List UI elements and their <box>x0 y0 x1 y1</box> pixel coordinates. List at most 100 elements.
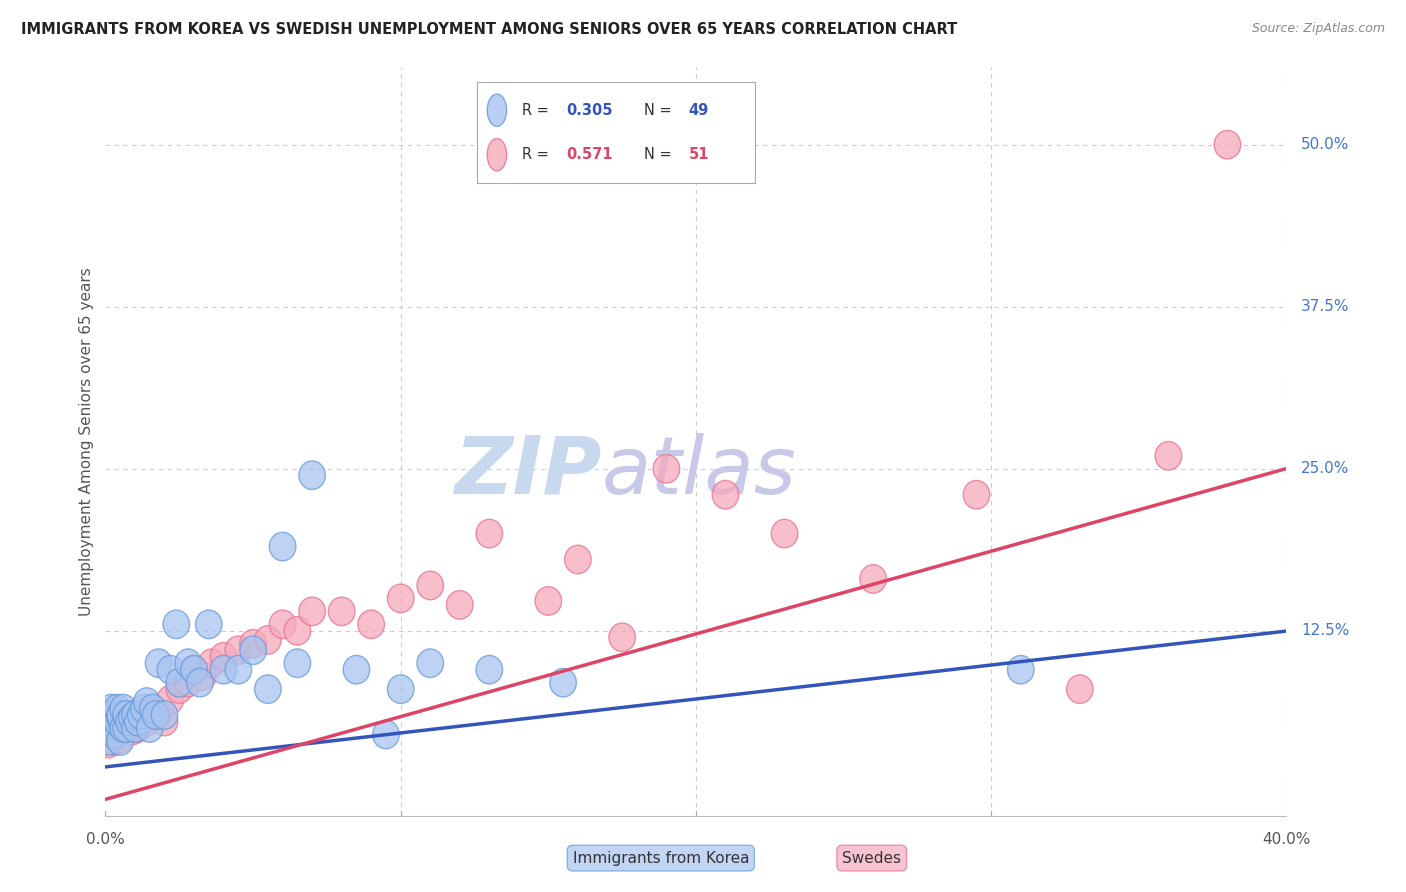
Text: 40.0%: 40.0% <box>1263 831 1310 847</box>
Ellipse shape <box>110 714 136 742</box>
Ellipse shape <box>284 616 311 645</box>
Ellipse shape <box>101 711 128 739</box>
Ellipse shape <box>122 714 148 742</box>
Ellipse shape <box>270 533 295 561</box>
Ellipse shape <box>110 707 136 736</box>
Ellipse shape <box>96 727 122 756</box>
Text: 0.0%: 0.0% <box>86 831 125 847</box>
Ellipse shape <box>122 707 148 736</box>
Ellipse shape <box>104 701 131 730</box>
Ellipse shape <box>254 675 281 704</box>
Text: 37.5%: 37.5% <box>1302 299 1350 314</box>
Ellipse shape <box>118 704 145 732</box>
Text: IMMIGRANTS FROM KOREA VS SWEDISH UNEMPLOYMENT AMONG SENIORS OVER 65 YEARS CORREL: IMMIGRANTS FROM KOREA VS SWEDISH UNEMPLO… <box>21 22 957 37</box>
Ellipse shape <box>98 707 125 736</box>
Ellipse shape <box>98 716 125 745</box>
Ellipse shape <box>107 727 134 756</box>
Ellipse shape <box>1008 656 1033 684</box>
Ellipse shape <box>211 642 236 671</box>
Ellipse shape <box>609 623 636 651</box>
Ellipse shape <box>104 707 131 736</box>
Ellipse shape <box>96 730 122 758</box>
Ellipse shape <box>166 668 193 697</box>
Ellipse shape <box>134 688 160 716</box>
Text: 50.0%: 50.0% <box>1302 137 1350 153</box>
Ellipse shape <box>181 656 207 684</box>
Ellipse shape <box>107 701 134 730</box>
Ellipse shape <box>198 649 225 677</box>
Ellipse shape <box>418 649 443 677</box>
Ellipse shape <box>270 610 295 639</box>
Ellipse shape <box>112 714 139 742</box>
Ellipse shape <box>134 707 160 736</box>
Ellipse shape <box>157 656 184 684</box>
Ellipse shape <box>125 707 152 736</box>
Ellipse shape <box>110 694 136 723</box>
Ellipse shape <box>145 701 172 730</box>
Ellipse shape <box>225 636 252 665</box>
Text: ZIP: ZIP <box>454 433 602 510</box>
Ellipse shape <box>359 610 384 639</box>
Text: Swedes: Swedes <box>842 851 901 865</box>
Ellipse shape <box>1067 675 1092 704</box>
Ellipse shape <box>139 694 166 723</box>
Ellipse shape <box>98 704 125 732</box>
Ellipse shape <box>98 694 125 723</box>
Ellipse shape <box>477 519 502 548</box>
Ellipse shape <box>112 714 139 742</box>
Ellipse shape <box>254 625 281 654</box>
Ellipse shape <box>713 481 738 509</box>
Ellipse shape <box>536 587 561 615</box>
Ellipse shape <box>152 707 177 736</box>
Ellipse shape <box>963 481 990 509</box>
Ellipse shape <box>101 701 128 730</box>
Text: atlas: atlas <box>602 433 796 510</box>
Ellipse shape <box>181 656 207 684</box>
Ellipse shape <box>101 727 128 756</box>
Ellipse shape <box>136 714 163 742</box>
Ellipse shape <box>122 701 148 730</box>
Ellipse shape <box>240 636 266 665</box>
Ellipse shape <box>107 707 134 736</box>
Ellipse shape <box>101 720 128 748</box>
Ellipse shape <box>96 707 122 736</box>
Ellipse shape <box>145 649 172 677</box>
Ellipse shape <box>187 668 214 697</box>
Ellipse shape <box>329 597 354 625</box>
Ellipse shape <box>128 704 155 732</box>
Ellipse shape <box>388 584 413 613</box>
Ellipse shape <box>418 571 443 599</box>
Ellipse shape <box>104 716 131 745</box>
Ellipse shape <box>299 461 325 490</box>
Ellipse shape <box>174 668 201 697</box>
Ellipse shape <box>860 565 886 593</box>
Ellipse shape <box>142 701 169 730</box>
Ellipse shape <box>240 630 266 658</box>
Ellipse shape <box>174 649 201 677</box>
Ellipse shape <box>211 656 236 684</box>
Ellipse shape <box>373 720 399 748</box>
Ellipse shape <box>118 716 145 745</box>
Ellipse shape <box>166 675 193 704</box>
Ellipse shape <box>152 701 177 730</box>
Ellipse shape <box>131 694 157 723</box>
Text: 25.0%: 25.0% <box>1302 461 1350 476</box>
Ellipse shape <box>225 656 252 684</box>
Ellipse shape <box>163 610 190 639</box>
Ellipse shape <box>125 714 152 742</box>
Ellipse shape <box>654 455 679 483</box>
Ellipse shape <box>299 597 325 625</box>
Ellipse shape <box>128 701 155 730</box>
Ellipse shape <box>107 704 134 732</box>
Ellipse shape <box>115 701 142 730</box>
Ellipse shape <box>447 591 472 619</box>
Ellipse shape <box>139 698 166 727</box>
Ellipse shape <box>388 675 413 704</box>
Ellipse shape <box>772 519 797 548</box>
Ellipse shape <box>284 649 311 677</box>
Ellipse shape <box>195 610 222 639</box>
Text: Source: ZipAtlas.com: Source: ZipAtlas.com <box>1251 22 1385 36</box>
Ellipse shape <box>343 656 370 684</box>
Y-axis label: Unemployment Among Seniors over 65 years: Unemployment Among Seniors over 65 years <box>79 268 94 615</box>
Ellipse shape <box>104 694 131 723</box>
